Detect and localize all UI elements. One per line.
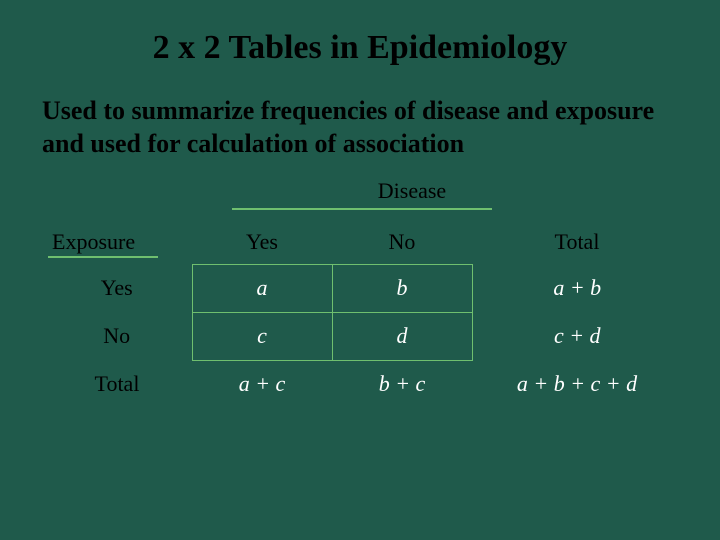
table-row: No c d c + d xyxy=(42,312,682,360)
row-header-no: No xyxy=(42,312,192,360)
col-header-no: No xyxy=(332,220,472,264)
table-row: Total a + c b + c a + b + c + d xyxy=(42,360,682,408)
exposure-label: Exposure xyxy=(42,220,192,264)
col-header-yes: Yes xyxy=(192,220,332,264)
cell-bc: b + c xyxy=(332,360,472,408)
slide: 2 x 2 Tables in Epidemiology Used to sum… xyxy=(0,0,720,540)
table-header-row: Exposure Yes No Total xyxy=(42,220,682,264)
cell-ac: a + c xyxy=(192,360,332,408)
body-text: Used to summarize frequencies of disease… xyxy=(42,95,678,160)
cell-b: b xyxy=(332,264,472,312)
contingency-table: Disease Exposure Yes No Total Yes a xyxy=(42,178,682,408)
page-title: 2 x 2 Tables in Epidemiology xyxy=(42,28,678,67)
row-header-total: Total xyxy=(42,360,192,408)
cell-ab: a + b xyxy=(472,264,682,312)
cell-c: c xyxy=(192,312,332,360)
cell-abcd: a + b + c + d xyxy=(472,360,682,408)
cell-d: d xyxy=(332,312,472,360)
cell-cd: c + d xyxy=(472,312,682,360)
disease-underline xyxy=(232,208,492,210)
col-header-total: Total xyxy=(472,220,682,264)
disease-label: Disease xyxy=(42,178,682,204)
row-header-yes: Yes xyxy=(42,264,192,312)
exposure-underline xyxy=(48,256,158,258)
cell-a: a xyxy=(192,264,332,312)
table-row: Yes a b a + b xyxy=(42,264,682,312)
exposure-label-text: Exposure xyxy=(52,229,135,254)
table-grid: Exposure Yes No Total Yes a b a + b No c… xyxy=(42,220,682,408)
